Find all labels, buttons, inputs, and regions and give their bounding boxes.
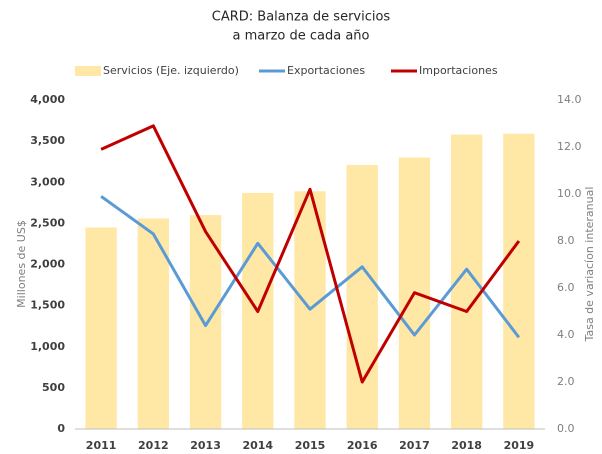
x-tick-label: 2015: [295, 439, 326, 452]
bar: [189, 215, 222, 429]
y2-tick-label: 14.0: [557, 93, 582, 106]
legend-swatch: [75, 66, 101, 76]
x-tick-label: 2019: [504, 439, 535, 452]
y2-tick-label: 10.0: [557, 187, 582, 200]
bar: [137, 218, 169, 429]
x-tick-label: 2017: [399, 439, 430, 452]
y2-tick-label: 0.0: [557, 422, 575, 435]
y2-tick-label: 12.0: [557, 140, 582, 153]
y2-tick-label: 6.0: [557, 281, 575, 294]
y-axis-label: Millones de US$: [15, 220, 28, 308]
x-tick-label: 2018: [451, 439, 482, 452]
line: [100, 195, 521, 339]
y-tick-label: 2,500: [30, 216, 65, 229]
x-tick-label: 2014: [242, 439, 273, 452]
x-tick-label: 2016: [347, 439, 378, 452]
legend-label: Servicios (Eje. izquierdo): [103, 64, 239, 77]
y-tick-label: 1,000: [30, 340, 65, 353]
y-tick-label: 500: [42, 381, 65, 394]
bar: [85, 227, 117, 429]
x-tick-label: 2012: [138, 439, 169, 452]
y-tick-label: 3,500: [30, 134, 65, 147]
x-tick-label: 2013: [190, 439, 221, 452]
y2-tick-label: 8.0: [557, 234, 575, 247]
y2-axis-label: Tasa de variacíon interanual: [583, 187, 596, 343]
bar: [503, 133, 535, 429]
y-tick-label: 4,000: [30, 93, 65, 106]
y-tick-label: 0: [57, 422, 65, 435]
y2-tick-label: 2.0: [557, 375, 575, 388]
y2-tick-label: 4.0: [557, 328, 575, 341]
line: [100, 124, 521, 384]
legend-label: Importaciones: [419, 64, 498, 77]
y-tick-label: 1,500: [30, 299, 65, 312]
legend-label: Exportaciones: [287, 64, 365, 77]
y-tick-label: 2,000: [30, 258, 65, 271]
y-tick-label: 3,000: [30, 175, 65, 188]
chart-subtitle: a marzo de cada año: [233, 29, 370, 44]
x-tick-label: 2011: [86, 439, 117, 452]
chart-title: CARD: Balanza de servicios: [212, 10, 391, 25]
bar: [346, 164, 378, 430]
